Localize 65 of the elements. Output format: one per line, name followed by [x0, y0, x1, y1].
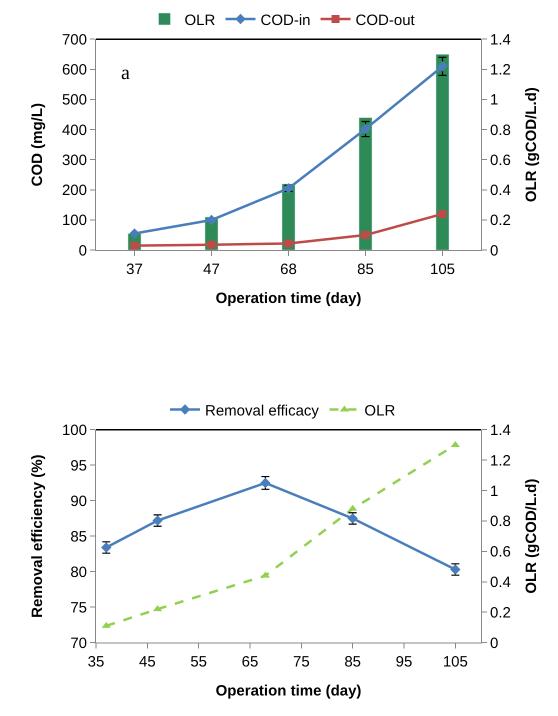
- y-tick-label: 100: [62, 212, 87, 230]
- legend-label: COD-out: [356, 12, 416, 29]
- y2-tick-label: 1.4: [490, 31, 511, 48]
- x-tick-label: 47: [203, 261, 220, 278]
- y2-tick-label: 0.4: [490, 574, 511, 592]
- y-tick-label: 100: [62, 422, 87, 439]
- y2-axis-title: OLR (gCOD/L.d): [522, 478, 540, 594]
- y-tick-label: 70: [70, 634, 87, 652]
- x-axis-title: Operation time (day): [216, 682, 362, 700]
- point: [360, 124, 371, 134]
- y2-tick-label: 0: [490, 242, 498, 260]
- y2-tick-label: 0.2: [490, 604, 511, 622]
- y-tick-label: 75: [70, 599, 87, 616]
- y2-tick-label: 1: [490, 482, 498, 500]
- point: [208, 240, 216, 249]
- y2-tick-label: 1: [490, 92, 498, 109]
- legend-label: OLR: [364, 402, 396, 420]
- y-tick-label: 500: [62, 92, 87, 109]
- x-tick-label: 105: [442, 654, 468, 671]
- x-tick-label: 68: [280, 261, 297, 278]
- y-tick-label: 85: [70, 528, 87, 546]
- y2-tick-label: 0.8: [490, 122, 511, 139]
- point: [438, 210, 446, 218]
- x-tick-label: 85: [357, 261, 374, 278]
- legend-label: Removal efficacy: [205, 402, 320, 420]
- x-tick-label: 35: [88, 654, 104, 671]
- y2-tick-label: 1.2: [490, 452, 511, 470]
- x-tick-label: 85: [344, 654, 362, 671]
- legend-label: COD-in: [260, 12, 311, 29]
- y2-tick-label: 0.6: [490, 544, 511, 561]
- x-tick-label: 45: [138, 654, 156, 671]
- y-tick-label: 300: [62, 152, 87, 169]
- y2-tick-label: 0.4: [490, 182, 511, 200]
- point: [362, 231, 370, 240]
- point: [284, 239, 292, 248]
- x-tick-label: 75: [292, 654, 310, 671]
- point: [206, 214, 217, 226]
- y-tick-label: 600: [62, 62, 87, 79]
- y-tick-label: 700: [62, 31, 87, 48]
- x-axis-title: Operation time (day): [216, 290, 362, 308]
- y2-tick-label: 0.6: [490, 152, 511, 169]
- y-tick-label: 90: [70, 492, 87, 510]
- point: [437, 61, 448, 72]
- x-tick-label: 55: [190, 654, 208, 671]
- bar: [436, 54, 450, 250]
- x-tick-label: 105: [430, 261, 456, 278]
- y-axis-title: COD (mg/L): [29, 103, 46, 186]
- y2-axis-title: OLR (gCOD/L.d): [522, 87, 540, 202]
- y-tick-label: 80: [70, 564, 87, 581]
- y-tick-label: 200: [62, 182, 87, 200]
- x-tick-label: 95: [396, 654, 412, 671]
- y2-tick-label: 0: [490, 634, 498, 652]
- y2-tick-label: 1.4: [490, 422, 511, 439]
- y-tick-label: 400: [62, 122, 87, 139]
- y-axis-title: Removal efficiency (%): [29, 454, 46, 618]
- y-tick-label: 95: [70, 457, 87, 474]
- legend-label: OLR: [184, 12, 216, 29]
- y2-tick-label: 0.2: [490, 212, 511, 230]
- y2-tick-label: 1.2: [490, 62, 511, 79]
- x-tick-label: 65: [242, 654, 258, 671]
- x-tick-label: 37: [126, 261, 143, 278]
- y2-tick-label: 0.8: [490, 513, 511, 530]
- y-tick-label: 0: [78, 242, 87, 260]
- annotation: a: [121, 62, 130, 84]
- point: [129, 228, 140, 239]
